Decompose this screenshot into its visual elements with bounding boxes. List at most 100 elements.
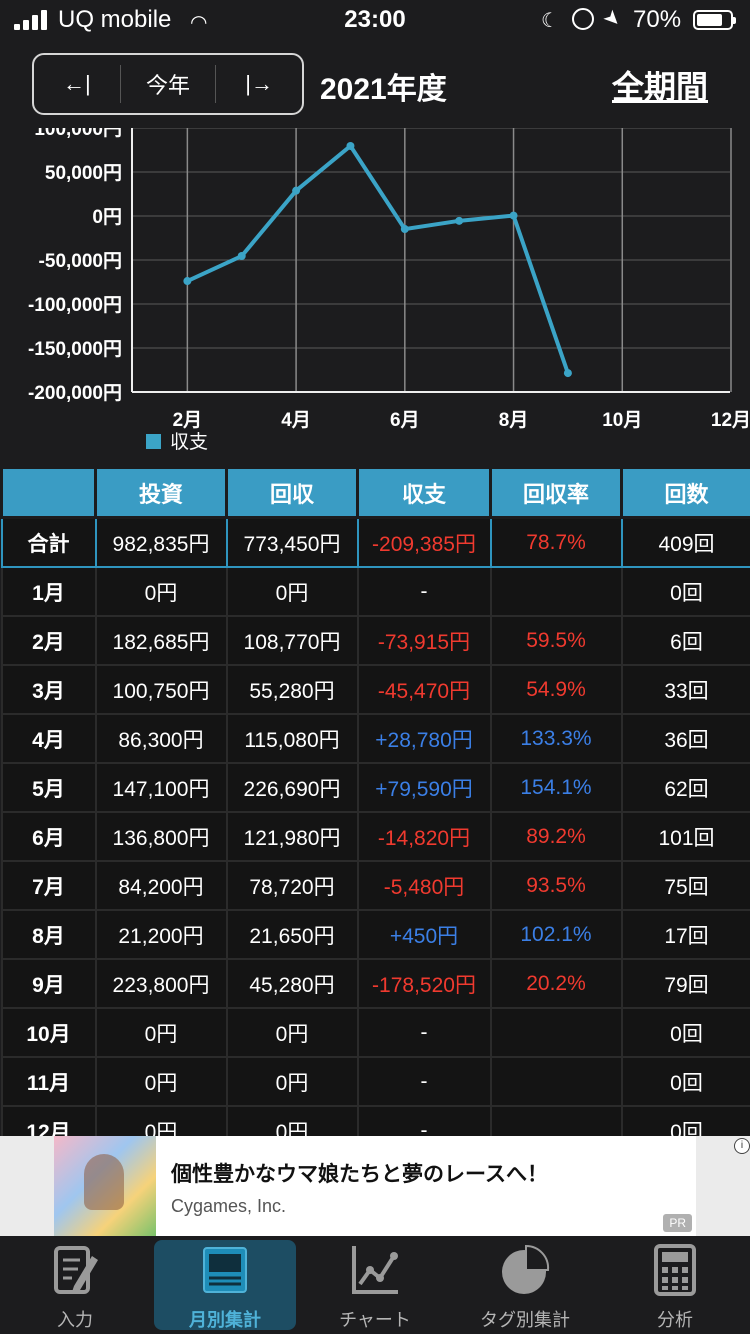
tab-monthly[interactable]: 月別集計 bbox=[150, 1236, 300, 1334]
tab-bar: 入力 月別集計 チャート タグ別集計 bbox=[0, 1236, 750, 1334]
rotation-lock-icon bbox=[572, 8, 594, 30]
clock: 23:00 bbox=[344, 6, 406, 33]
row-balance: +450円 bbox=[356, 909, 492, 960]
y-tick-label: -200,000円 bbox=[28, 383, 122, 404]
row-rate bbox=[489, 566, 623, 617]
balance-chart: 100,000円 50,000円 0円 -50,000円 -100,000円 -150,0… bbox=[28, 128, 750, 453]
row-count: 36回 bbox=[620, 713, 750, 764]
row-return: 121,980円 bbox=[225, 811, 359, 862]
tab-chart[interactable]: チャート bbox=[300, 1236, 450, 1334]
ad-headline[interactable]: 個性豊かなウマ娘たちと夢のレースへ！ bbox=[171, 1163, 548, 1186]
total-label: 合計 bbox=[0, 516, 97, 568]
row-balance: - bbox=[356, 1056, 492, 1107]
tab-analysis[interactable]: 分析 bbox=[600, 1236, 750, 1334]
row-return: 115,080円 bbox=[225, 713, 359, 764]
row-balance: -14,820円 bbox=[356, 811, 492, 862]
row-balance: +79,590円 bbox=[356, 762, 492, 813]
header-balance: 収支 bbox=[356, 466, 492, 519]
row-rate bbox=[489, 1105, 623, 1136]
table-row[interactable]: 4月 86,300円 115,080円 +28,780円 133.3% 36回 bbox=[0, 713, 750, 764]
row-invest: 147,100円 bbox=[94, 762, 228, 813]
row-invest: 0円 bbox=[94, 1105, 228, 1136]
row-rate: 89.2% bbox=[489, 811, 623, 862]
table-row[interactable]: 7月 84,200円 78,720円 -5,480円 93.5% 75回 bbox=[0, 860, 750, 911]
next-year-button[interactable]: |→ bbox=[215, 65, 302, 103]
row-balance: -178,520円 bbox=[356, 958, 492, 1009]
row-invest: 86,300円 bbox=[94, 713, 228, 764]
ad-info-icon[interactable]: i bbox=[734, 1138, 750, 1154]
header-invest: 投資 bbox=[94, 466, 228, 519]
row-balance: - bbox=[356, 1105, 492, 1136]
table-row[interactable]: 12月 0円 0円 -0回 bbox=[0, 1105, 750, 1136]
row-month: 11月 bbox=[0, 1056, 97, 1107]
row-balance: -45,470円 bbox=[356, 664, 492, 715]
wifi-icon: ◠ bbox=[190, 12, 208, 34]
row-return: 108,770円 bbox=[225, 615, 359, 666]
row-return: 78,720円 bbox=[225, 860, 359, 911]
row-return: 0円 bbox=[225, 566, 359, 617]
ad-thumbnail[interactable] bbox=[54, 1136, 156, 1236]
x-tick-label: 4月 bbox=[281, 410, 311, 431]
total-invest: 982,835円 bbox=[94, 516, 228, 568]
table-row[interactable]: 9月 223,800円 45,280円 -178,520円 20.2% 79回 bbox=[0, 958, 750, 1009]
row-rate bbox=[489, 1056, 623, 1107]
row-invest: 0円 bbox=[94, 1007, 228, 1058]
table-row[interactable]: 2月 182,685円 108,770円 -73,915円 59.5% 6回 bbox=[0, 615, 750, 666]
monthly-list-icon bbox=[203, 1247, 247, 1293]
row-rate bbox=[489, 1007, 623, 1058]
total-balance: -209,385円 bbox=[356, 516, 492, 568]
row-month: 10月 bbox=[0, 1007, 97, 1058]
current-year-button[interactable]: 今年 bbox=[119, 65, 215, 103]
chart-grid bbox=[131, 128, 732, 393]
row-balance: -5,480円 bbox=[356, 860, 492, 911]
table-row[interactable]: 11月 0円 0円 -0回 bbox=[0, 1056, 750, 1107]
table-row[interactable]: 10月 0円 0円 -0回 bbox=[0, 1007, 750, 1058]
data-point bbox=[455, 216, 464, 225]
ad-card[interactable]: 個性豊かなウマ娘たちと夢のレースへ！ Cygames, Inc. PR i bbox=[54, 1136, 750, 1236]
signal-icon bbox=[14, 10, 48, 30]
data-point bbox=[183, 277, 192, 286]
all-period-link[interactable]: 全期間 bbox=[612, 69, 709, 105]
row-return: 226,690円 bbox=[225, 762, 359, 813]
data-point bbox=[509, 211, 518, 220]
row-count: 17回 bbox=[620, 909, 750, 960]
table-row[interactable]: 8月 21,200円 21,650円 +450円 102.1% 17回 bbox=[0, 909, 750, 960]
y-tick-label: -100,000円 bbox=[28, 295, 122, 316]
row-return: 0円 bbox=[225, 1105, 359, 1136]
row-count: 75回 bbox=[620, 860, 750, 911]
row-count: 0回 bbox=[620, 1056, 750, 1107]
ad-banner[interactable]: 個性豊かなウマ娘たちと夢のレースへ！ Cygames, Inc. PR i bbox=[0, 1136, 750, 1236]
row-month: 2月 bbox=[0, 615, 97, 666]
data-point bbox=[237, 252, 246, 261]
row-invest: 0円 bbox=[94, 1056, 228, 1107]
tab-analysis-label: 分析 bbox=[657, 1310, 693, 1330]
data-point bbox=[563, 369, 572, 378]
row-month: 9月 bbox=[0, 958, 97, 1009]
total-count: 409回 bbox=[620, 516, 750, 568]
y-axis-labels: 100,000円 50,000円 0円 -50,000円 -100,000円 -150,0… bbox=[28, 128, 122, 404]
row-count: 62回 bbox=[620, 762, 750, 813]
row-invest: 21,200円 bbox=[94, 909, 228, 960]
table-row[interactable]: 1月 0円 0円 -0回 bbox=[0, 566, 750, 617]
table-row[interactable]: 6月 136,800円 121,980円 -14,820円 89.2% 101回 bbox=[0, 811, 750, 862]
row-rate: 102.1% bbox=[489, 909, 623, 960]
row-count: 6回 bbox=[620, 615, 750, 666]
ad-advertiser[interactable]: Cygames, Inc. bbox=[171, 1196, 287, 1216]
page-title: 2021年度 bbox=[320, 73, 447, 106]
table-row[interactable]: 5月 147,100円 226,690円 +79,590円 154.1% 62回 bbox=[0, 762, 750, 813]
row-month: 4月 bbox=[0, 713, 97, 764]
previous-year-button[interactable]: ←| bbox=[63, 71, 91, 96]
row-return: 21,650円 bbox=[225, 909, 359, 960]
row-rate: 133.3% bbox=[489, 713, 623, 764]
x-axis-labels: 2月 4月 6月 8月 10月 12月 bbox=[173, 410, 750, 431]
y-tick-label: 100,000円 bbox=[34, 128, 122, 140]
tab-input[interactable]: 入力 bbox=[0, 1236, 150, 1334]
row-invest: 223,800円 bbox=[94, 958, 228, 1009]
table-row[interactable]: 3月 100,750円 55,280円 -45,470円 54.9% 33回 bbox=[0, 664, 750, 715]
tab-tags[interactable]: タグ別集計 bbox=[450, 1236, 600, 1334]
line-chart-icon bbox=[352, 1246, 398, 1294]
pie-chart-icon bbox=[502, 1244, 550, 1294]
row-balance: +28,780円 bbox=[356, 713, 492, 764]
row-return: 55,280円 bbox=[225, 664, 359, 715]
row-balance: - bbox=[356, 566, 492, 617]
